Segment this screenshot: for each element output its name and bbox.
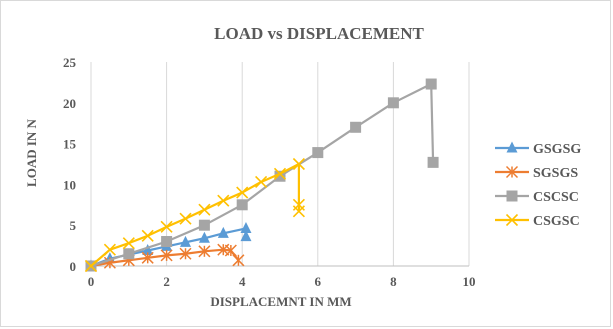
series-sgsgs-point (141, 251, 154, 264)
legend-item-cscsc: CSCSC (495, 190, 579, 205)
legend-label-sgsgs: SGSGS (533, 166, 578, 181)
series-csgsc-point (236, 186, 249, 199)
legend: GSGSG SGSGS CSCSC CSGSC (495, 141, 581, 229)
x-tick-label: 10 (463, 274, 476, 289)
x-tick-label: 6 (315, 274, 322, 289)
series-sgsgs-point (179, 247, 192, 260)
legend-label-gsgsg: GSGSG (533, 142, 581, 157)
series-gsgsg-point (180, 235, 191, 247)
series-csgsc-point (160, 220, 173, 233)
legend-gsgsg-point (506, 141, 518, 153)
series-csgsc-point (292, 157, 305, 171)
chart-title: LOAD vs DISPLACEMENT (214, 24, 424, 43)
series-cscsc-point (350, 121, 362, 133)
legend-label-cscsc: CSCSC (533, 190, 579, 205)
x-tick-label: 2 (163, 274, 170, 289)
legend-csgsc-point (505, 213, 519, 227)
series-csgsc-point (179, 212, 192, 225)
series-csgsc-point (84, 259, 98, 273)
series-gsgsg-point (240, 230, 252, 242)
y-tick-label: 0 (70, 259, 77, 274)
y-tick-label: 20 (63, 96, 76, 111)
series-group (84, 78, 439, 273)
series-sgsgs-point (232, 254, 245, 267)
series-csgsc-point (141, 229, 154, 242)
legend-label-csgsc: CSGSC (533, 214, 580, 229)
series-cscsc-point (387, 97, 399, 109)
series-cscsc-point (312, 147, 324, 159)
x-tick-label: 0 (88, 274, 95, 289)
y-tick-label: 15 (63, 137, 77, 152)
legend-item-csgsc: CSGSC (495, 213, 580, 229)
series-cscsc (85, 78, 439, 272)
series-sgsgs-point (160, 249, 173, 262)
series-csgsc-point (103, 243, 116, 256)
y-tick-label: 10 (63, 177, 76, 192)
series-csgsc-line (90, 162, 300, 267)
series-cscsc-point (198, 219, 210, 231)
legend-cscsc-point (506, 190, 518, 202)
series-csgsc-point (198, 203, 211, 216)
series-cscsc-point (236, 199, 248, 211)
series-cscsc-point (123, 248, 135, 260)
series-cscsc-point (161, 236, 173, 248)
series-gsgsg-point (240, 221, 252, 233)
series-cscsc-point (425, 78, 437, 90)
series-csgsc-point (255, 175, 268, 189)
series-csgsc-point (292, 205, 305, 218)
y-tick-label: 5 (70, 218, 77, 233)
series-gsgsg-point (217, 226, 229, 238)
legend-item-gsgsg: GSGSG (495, 141, 581, 157)
legend-item-sgsgs: SGSGS (495, 165, 578, 181)
series-csgsc-point (273, 167, 287, 180)
x-axis-title: DISPLACEMNT IN MM (210, 294, 351, 309)
series-sgsgs-point (224, 244, 237, 257)
series-csgsc-point (217, 194, 230, 207)
legend-sgsgs-point (505, 165, 519, 179)
axes: 0 2 4 6 8 10 0 5 10 15 20 25 (63, 55, 476, 289)
y-tick-label: 25 (63, 55, 77, 70)
series-cscsc-point (274, 170, 286, 182)
series-cscsc-point (427, 156, 439, 168)
series-sgsgs-line (90, 248, 240, 268)
series-csgsc (84, 157, 305, 273)
series-sgsgs-point (198, 245, 211, 258)
series-gsgsg-point (142, 243, 154, 255)
series-gsgsg-point (198, 231, 210, 243)
x-tick-label: 4 (239, 274, 246, 289)
x-tick-label: 8 (390, 274, 397, 289)
y-axis-title: LOAD IN N (24, 118, 39, 187)
series-csgsc-point (122, 237, 135, 250)
